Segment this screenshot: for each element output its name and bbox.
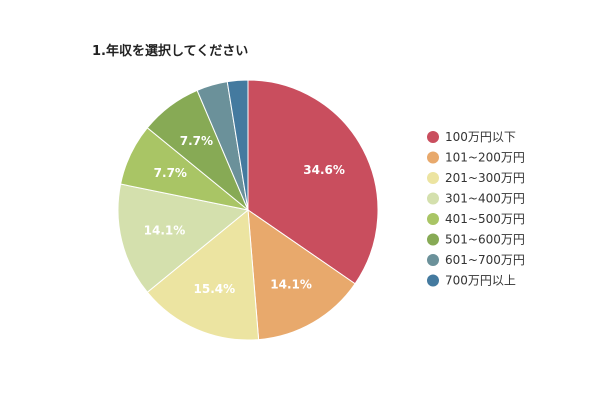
legend-label: 201~300万円 (445, 171, 525, 185)
slice-data-label: 7.7% (180, 134, 213, 148)
pie-slice (247, 208, 356, 341)
pie-slice (117, 183, 250, 293)
slice-data-label: 14.1% (144, 224, 186, 238)
legend-marker (427, 274, 439, 287)
legend-label: 700万円以上 (445, 274, 516, 288)
legend-marker (427, 192, 439, 205)
legend-marker (427, 172, 439, 184)
legend-marker (427, 131, 439, 143)
legend-marker (427, 233, 439, 246)
pie-slice (146, 209, 260, 341)
legend-label: 501~600万円 (445, 233, 525, 247)
legend-label: 301~400万円 (445, 192, 525, 206)
legend-marker (427, 213, 439, 225)
slice-data-label: 14.1% (270, 277, 312, 291)
pie-slice (226, 79, 249, 211)
legend-marker (427, 151, 439, 164)
legend-marker (427, 254, 439, 266)
legend: 100万円以下 101~200万円 201~300万円 301~400万円 401~50… (427, 130, 525, 288)
legend-label: 100万円以下 (445, 130, 516, 144)
pie-slice-labels: 34.6% 14.1% 15.4% 14.1% 7.7% 7.7% (144, 134, 345, 296)
pie-slice (247, 79, 379, 285)
pie-slices (117, 79, 379, 341)
legend-label: 401~500万円 (445, 212, 525, 226)
legend-label: 101~200万円 (445, 151, 525, 165)
legend-label: 601~700万円 (445, 253, 525, 267)
slice-data-label: 15.4% (194, 282, 236, 296)
slice-data-label: 7.7% (154, 166, 187, 180)
chart-title: 1.年収を選択してください (92, 43, 248, 59)
slice-data-label: 34.6% (303, 163, 345, 177)
